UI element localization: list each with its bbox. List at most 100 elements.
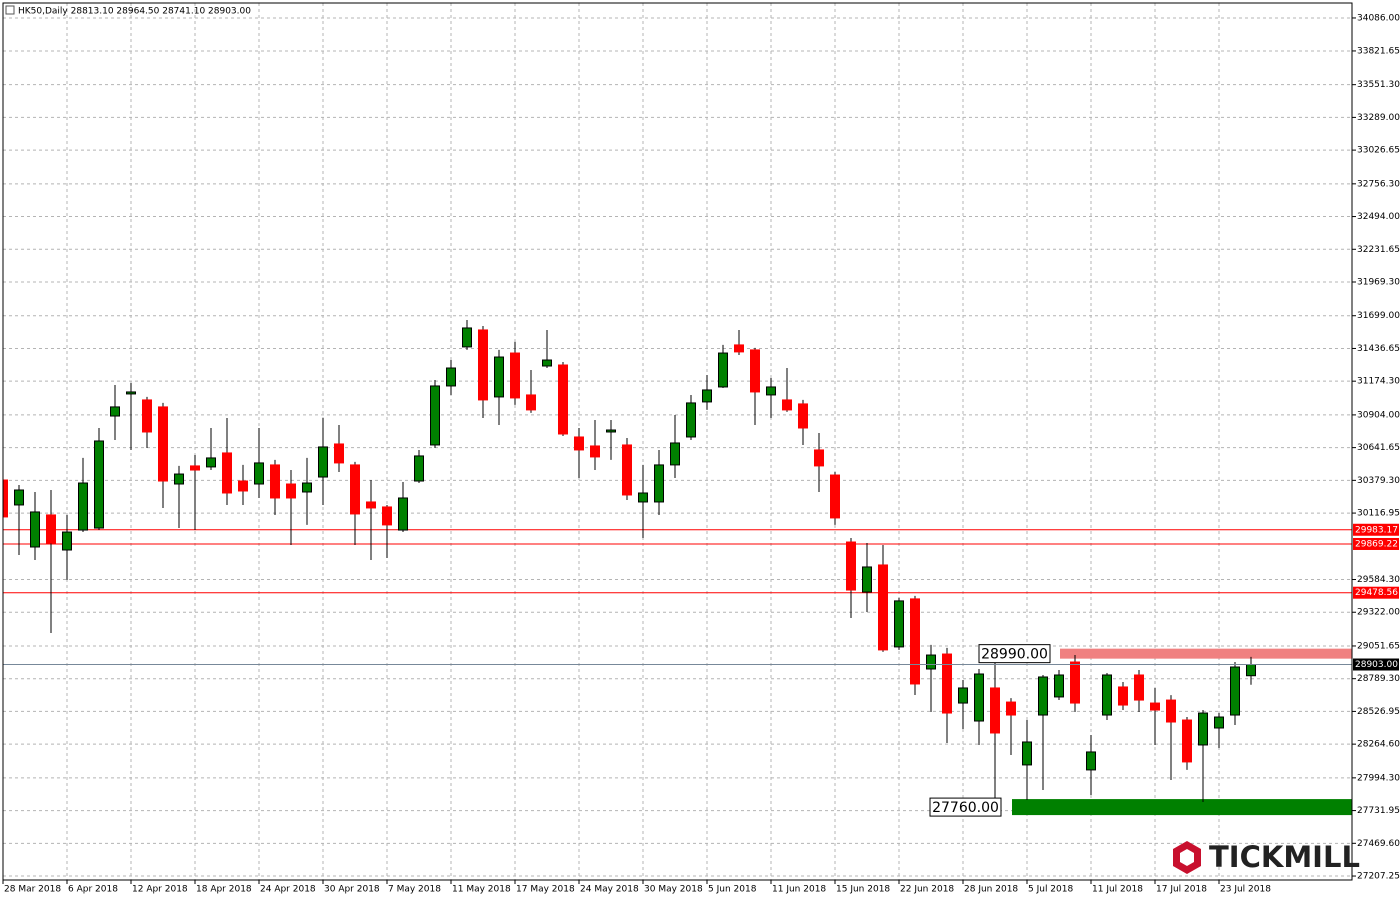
- level-label-bg: [1353, 537, 1399, 550]
- candle-body: [78, 482, 88, 531]
- candle-body: [686, 402, 696, 438]
- zone: [1060, 648, 1352, 659]
- y-tick-label: 27469.60: [1357, 839, 1400, 849]
- candle-body: [302, 482, 312, 493]
- candle-body: [398, 497, 408, 531]
- zone-label-box: [929, 797, 1002, 817]
- candle-body: [478, 329, 488, 401]
- candle-body: [430, 385, 440, 446]
- candle-body: [1118, 686, 1128, 706]
- level-label-bg: [1353, 586, 1399, 599]
- current-price-label: 28903.00: [1355, 660, 1398, 670]
- logo-icon-inner: [1180, 849, 1194, 866]
- candle-body: [190, 465, 200, 471]
- x-tick-label: 18 Apr 2018: [196, 885, 252, 895]
- level-label-bg: [1353, 523, 1399, 536]
- candle-body: [1102, 674, 1112, 716]
- candle-body: [1166, 699, 1176, 723]
- candle-body: [222, 452, 232, 494]
- candle-body: [670, 442, 680, 466]
- x-tick-label: 11 May 2018: [452, 885, 511, 895]
- level-label: 29478.56: [1355, 588, 1398, 598]
- candle-body: [174, 473, 184, 485]
- zone-label: 27760.00: [932, 800, 999, 816]
- y-tick-label: 28789.30: [1357, 674, 1400, 684]
- candle-body: [318, 446, 328, 478]
- candle-body: [558, 364, 568, 435]
- candle-body: [238, 480, 248, 492]
- candle-body: [126, 391, 136, 395]
- y-tick-label: 32756.30: [1357, 179, 1400, 189]
- y-tick-label: 30379.30: [1357, 476, 1400, 486]
- candle-body: [350, 464, 360, 515]
- candle-body: [3, 479, 8, 518]
- candle-body: [766, 386, 776, 396]
- y-tick-label: 27731.95: [1357, 806, 1400, 816]
- candle-body: [638, 492, 648, 503]
- candle-body: [622, 444, 632, 496]
- logo: TICKMILL: [1173, 840, 1360, 874]
- candle-body: [494, 356, 504, 398]
- candle-body: [206, 457, 216, 468]
- zone: [1012, 799, 1352, 816]
- candle-body: [894, 600, 904, 648]
- candle-body: [1214, 716, 1224, 729]
- candle-body: [1246, 664, 1256, 677]
- title-group: HK50,Daily 28813.10 28964.50 28741.10 28…: [5, 5, 251, 17]
- plot-border: [2, 2, 1353, 881]
- y-tick-label: 29584.30: [1357, 575, 1400, 585]
- candle-body: [798, 403, 808, 429]
- level-label: 29869.22: [1355, 539, 1398, 549]
- y-tick-label: 33026.65: [1357, 146, 1400, 156]
- candle-body: [830, 474, 840, 519]
- y-tick-label: 28526.95: [1357, 707, 1400, 717]
- zone-label-box: [978, 644, 1051, 664]
- x-tick-label: 28 Mar 2018: [4, 885, 61, 895]
- candle-body: [1182, 719, 1192, 763]
- y-tick-label: 27994.30: [1357, 773, 1400, 783]
- x-tick-label: 12 Apr 2018: [132, 885, 188, 895]
- plot-area: [3, 319, 1352, 816]
- y-tick-label: 34086.00: [1357, 13, 1400, 23]
- candle-body: [526, 394, 536, 411]
- candle-body: [62, 531, 72, 551]
- candle-body: [30, 511, 40, 548]
- candle-body: [1038, 676, 1048, 716]
- candle-body: [446, 367, 456, 387]
- x-tick-label: 15 Jun 2018: [836, 885, 890, 895]
- candle-body: [702, 389, 712, 403]
- y-tick-label: 32231.65: [1357, 245, 1400, 255]
- y-tick-label: 30116.95: [1357, 509, 1400, 519]
- candle-body: [1006, 701, 1016, 716]
- current-price-bg: [1353, 658, 1399, 671]
- candle-body: [750, 349, 760, 393]
- candle-body: [814, 449, 824, 467]
- x-tick-label: 6 Apr 2018: [68, 885, 118, 895]
- candle-body: [990, 687, 1000, 734]
- y-tick-label: 31436.65: [1357, 344, 1400, 354]
- x-tick-label: 30 May 2018: [644, 885, 703, 895]
- x-tick-label: 22 Jun 2018: [900, 885, 954, 895]
- x-tick-label: 24 May 2018: [580, 885, 639, 895]
- candle-body: [1022, 741, 1032, 766]
- candle-body: [110, 406, 120, 417]
- x-tick-label: 5 Jul 2018: [1028, 885, 1073, 895]
- candle-body: [158, 406, 168, 482]
- y-tick-label: 29051.65: [1357, 641, 1400, 651]
- candle-body: [1230, 666, 1240, 716]
- candle-body: [382, 506, 392, 526]
- candle-body: [958, 687, 968, 704]
- candle-body: [462, 327, 472, 348]
- y-tick-label: 28264.60: [1357, 740, 1400, 750]
- y-tick-label: 33821.65: [1357, 46, 1400, 56]
- candle-body: [14, 489, 24, 506]
- y-tick-label: 31174.30: [1357, 377, 1400, 387]
- candle-body: [510, 352, 520, 399]
- y-tick-label: 30904.00: [1357, 410, 1400, 420]
- y-tick-label: 31969.30: [1357, 278, 1400, 288]
- watermark: TICKMILL: [1209, 840, 1360, 874]
- chart-title: HK50,Daily 28813.10 28964.50 28741.10 28…: [18, 7, 251, 17]
- symbol-icon: [5, 5, 15, 15]
- candle-body: [1150, 702, 1160, 711]
